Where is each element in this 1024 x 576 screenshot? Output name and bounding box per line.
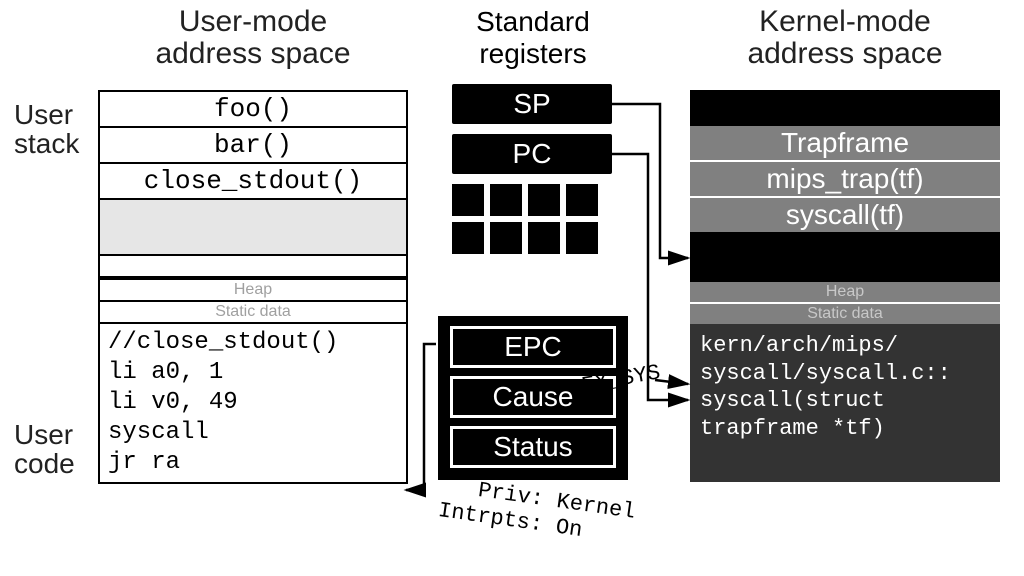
- code-line: li a0, 1: [108, 358, 398, 388]
- kernel-frame: Trapframe: [690, 126, 1000, 162]
- kernel-top-black: [690, 90, 1000, 126]
- code-line: syscall: [108, 418, 398, 448]
- gap: [100, 256, 406, 278]
- user-address-space: foo() bar() close_stdout() Heap Static d…: [98, 90, 408, 484]
- kernel-mid-black: [690, 232, 1000, 282]
- user-code-label: Usercode: [14, 420, 75, 479]
- center-title: Standardregisters: [438, 6, 628, 70]
- user-stack-label: Userstack: [14, 100, 79, 159]
- code-line: jr ra: [108, 448, 398, 478]
- code-line: //close_stdout(): [108, 328, 398, 358]
- static-data-label: Static data: [100, 300, 406, 324]
- code-line: syscall/syscall.c::: [700, 360, 990, 388]
- kernel-code-block: kern/arch/mips/ syscall/syscall.c:: sysc…: [690, 324, 1000, 482]
- code-line: syscall(struct: [700, 387, 990, 415]
- kernel-address-space: Trapframe mips_trap(tf) syscall(tf) Heap…: [690, 90, 1000, 482]
- code-line: li v0, 49: [108, 388, 398, 418]
- sp-register: SP: [452, 84, 612, 124]
- register-grid-icon: [452, 184, 612, 254]
- status-register: Status: [450, 426, 616, 468]
- cp0-registers: EPC Cause Status: [438, 316, 628, 480]
- pc-register: PC: [452, 134, 612, 174]
- user-title: User-modeaddress space: [98, 6, 408, 69]
- kernel-heap-label: Heap: [690, 282, 1000, 304]
- stack-frame: close_stdout(): [100, 164, 406, 200]
- heap-label: Heap: [100, 278, 406, 300]
- user-code-block: //close_stdout() li a0, 1 li v0, 49 sysc…: [100, 324, 406, 482]
- kernel-title: Kernel-modeaddress space: [690, 6, 1000, 69]
- kernel-frame: mips_trap(tf): [690, 162, 1000, 198]
- code-line: kern/arch/mips/: [700, 332, 990, 360]
- standard-registers: SP PC: [452, 84, 612, 254]
- stack-frame: bar(): [100, 128, 406, 164]
- kernel-static-label: Static data: [690, 304, 1000, 324]
- epc-register: EPC: [450, 326, 616, 368]
- stack-empty: [100, 200, 406, 256]
- stack-frame: foo(): [100, 92, 406, 128]
- kernel-frame: syscall(tf): [690, 198, 1000, 232]
- code-line: trapframe *tf): [700, 415, 990, 443]
